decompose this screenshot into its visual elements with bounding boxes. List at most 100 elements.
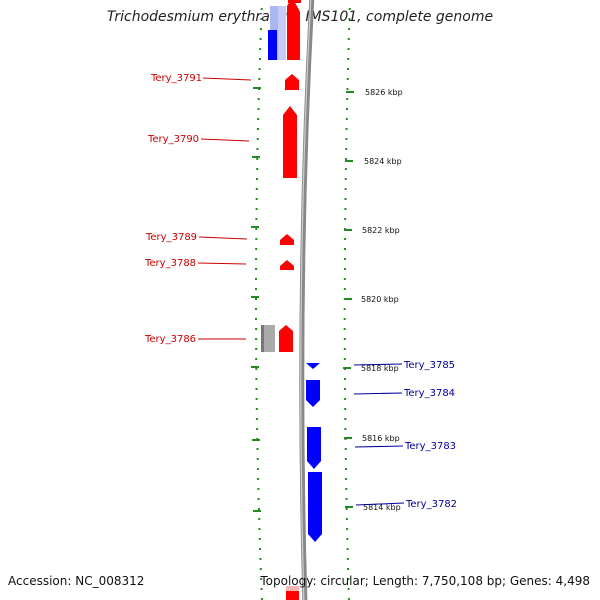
kbp-label: 5818 kbp [361,364,399,373]
kbp-label: 5816 kbp [362,434,400,443]
gene-leader-line [202,77,252,81]
minor-tick [344,248,346,250]
gene-label-tery-3789[interactable]: Tery_3789 [145,232,197,243]
feature-red-bottom-light [286,586,299,591]
minor-tick [343,308,346,310]
minor-tick [257,108,260,110]
minor-tick [255,228,258,230]
minor-tick [344,428,347,430]
minor-tick [256,178,258,180]
gene-arrow-tery-3784[interactable] [306,380,320,407]
minor-tick [343,328,346,330]
gene-label-tery-3790[interactable]: Tery_3790 [147,134,199,145]
gene-leader-line [353,392,403,395]
minor-tick [347,38,350,40]
minor-tick [345,468,347,470]
minor-tick [255,338,258,340]
minor-tick [344,408,347,410]
gene-label-tery-3786[interactable]: Tery_3786 [144,334,196,345]
minor-tick [255,348,258,350]
minor-tick [344,238,347,240]
minor-tick [345,488,348,490]
gene-label-tery-3782[interactable]: Tery_3782 [405,499,457,510]
minor-tick [343,358,346,360]
minor-tick [255,188,258,190]
minor-tick [255,198,258,200]
minor-tick [260,18,263,20]
gene-label-tery-3788[interactable]: Tery_3788 [144,258,196,269]
inner-tick-column [255,8,263,600]
minor-tick [256,168,259,170]
minor-tick [259,48,262,50]
minor-tick [255,258,258,260]
minor-tick [344,398,347,400]
minor-tick [345,518,348,520]
minor-tick [258,518,261,520]
minor-tick [346,558,349,560]
minor-tick [348,28,351,30]
gene-arrow-tery-3788[interactable] [280,260,294,270]
accession-text: Accession: NC_008312 [8,574,145,588]
minor-tick [256,138,259,140]
gene-arrow-tery-3791[interactable] [285,74,299,90]
gene-leader-line [197,262,247,265]
minor-tick [255,318,257,320]
minor-tick [345,148,348,150]
feature-blue [268,30,277,60]
minor-tick [260,588,263,590]
feature-red-top-stub [288,0,301,3]
minor-tick [343,318,346,320]
minor-tick [345,158,348,160]
minor-tick [255,358,258,360]
gene-label-tery-3783[interactable]: Tery_3783 [404,441,456,452]
minor-tick [344,218,347,220]
gene-arrow-tery-3789[interactable] [280,234,294,245]
gene-leader-line [354,445,404,448]
kbp-label: 5822 kbp [362,226,400,235]
minor-tick [256,468,259,470]
minor-tick [344,208,347,210]
minor-tick [345,128,348,130]
minor-tick [257,508,260,510]
feature-red-bottom-stub [286,591,299,600]
reverse-gene-labels: Tery_3785 Tery_3784 Tery_3783 Tery_3782 [353,360,457,510]
minor-tick [255,238,258,240]
minor-tick [255,288,257,290]
gene-arrow-tery-3786[interactable] [279,325,293,352]
genome-backbone-highlight [300,0,312,600]
minor-tick [257,478,260,480]
topology-text: Topology: circular; Length: 7,750,108 bp… [260,574,590,588]
kbp-label: 5826 kbp [365,88,403,97]
gene-arrow-tery-3783[interactable] [307,427,321,469]
minor-tick [347,58,350,60]
gene-arrow-tery-3782[interactable] [308,472,322,542]
minor-tick [345,498,348,500]
minor-tick [255,278,257,280]
gene-arrow-tery-3785[interactable] [306,363,320,369]
minor-tick [345,118,348,120]
minor-tick [258,538,261,540]
gene-label-tery-3785[interactable]: Tery_3785 [403,360,455,371]
minor-tick [344,458,347,460]
minor-tick [257,498,260,500]
minor-tick [255,388,258,390]
gene-arrow-tery-3790[interactable] [283,106,297,178]
minor-tick [255,218,258,220]
minor-tick [256,148,259,150]
feature-light-blue-2 [278,6,286,60]
minor-tick [257,128,259,130]
gene-label-tery-3791[interactable]: Tery_3791 [150,73,202,84]
minor-tick [344,188,347,190]
minor-tick [347,68,349,70]
gene-label-tery-3784[interactable]: Tery_3784 [403,388,455,399]
kbp-scale: 5826 kbp 5824 kbp 5822 kbp 5820 kbp 5818… [343,88,403,512]
gene-leader-line [200,138,250,142]
minor-tick [255,268,258,270]
gene-leader-line [198,236,248,240]
minor-tick [259,28,262,30]
minor-tick [259,568,262,570]
gene-leader-line [353,363,403,366]
minor-tick [255,298,257,300]
minor-tick [343,338,346,340]
minor-tick [257,98,260,100]
